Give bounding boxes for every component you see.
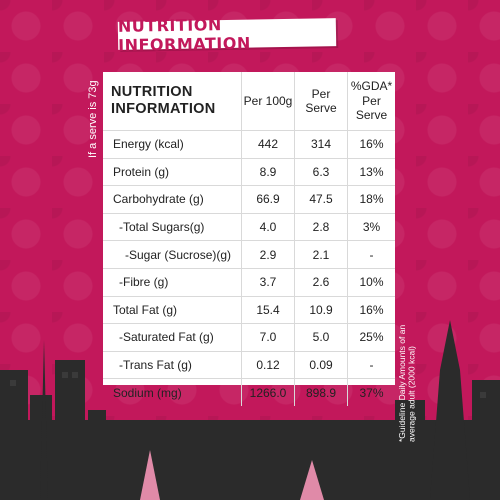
value-per-100g: 442 xyxy=(241,130,295,159)
table-row: Protein (g) 8.9 6.3 13% xyxy=(103,157,395,186)
table-row: Carbohydrate (g) 66.9 47.5 18% xyxy=(103,185,395,214)
value-gda: 16% xyxy=(347,295,395,324)
nutrient-name: Energy (kcal) xyxy=(103,130,242,159)
table-row: -Total Sugars(g) 4.0 2.8 3% xyxy=(103,212,395,241)
serve-size-note: If a serve is 73g xyxy=(87,80,99,158)
value-per-100g: 2.9 xyxy=(241,240,295,269)
header-nutrient: NUTRITION INFORMATION xyxy=(111,83,216,117)
header-per-100g: Per 100g xyxy=(241,72,295,131)
value-per-serve: 5.0 xyxy=(294,323,348,352)
value-per-100g: 0.12 xyxy=(241,350,295,379)
nutrient-name: -Total Sugars(g) xyxy=(103,212,242,241)
nutrient-name: -Fibre (g) xyxy=(103,267,242,297)
nutrient-name: Protein (g) xyxy=(103,157,242,186)
table-row: Energy (kcal) 442 314 16% xyxy=(103,130,395,159)
table-row: -Saturated Fat (g) 7.0 5.0 25% xyxy=(103,323,395,352)
value-per-serve: 314 xyxy=(294,130,348,159)
value-gda: 10% xyxy=(347,267,395,297)
value-per-100g: 4.0 xyxy=(241,212,295,241)
value-per-100g: 1266.0 xyxy=(241,378,295,406)
nutrient-name: Total Fat (g) xyxy=(103,295,242,324)
value-per-serve: 10.9 xyxy=(294,295,348,324)
nutrient-name: Carbohydrate (g) xyxy=(103,185,242,214)
value-per-100g: 8.9 xyxy=(241,157,295,186)
value-gda: 16% xyxy=(347,130,395,159)
nutrient-name: -Trans Fat (g) xyxy=(103,350,242,379)
title-banner: NUTRITION INFORMATION xyxy=(118,15,337,55)
value-per-100g: 3.7 xyxy=(241,267,295,297)
value-gda: 18% xyxy=(347,185,395,214)
table-row: Total Fat (g) 15.4 10.9 16% xyxy=(103,295,395,324)
value-per-serve: 0.09 xyxy=(294,350,348,379)
header-gda: %GDA* Per Serve xyxy=(347,72,395,131)
value-per-serve: 6.3 xyxy=(294,157,348,186)
table-row: -Fibre (g) 3.7 2.6 10% xyxy=(103,267,395,297)
value-gda: 25% xyxy=(347,323,395,352)
header-per-serve: Per Serve xyxy=(294,72,348,131)
gda-footnote: *Guideline Daily Amounts of an average a… xyxy=(397,324,417,442)
value-per-serve: 2.1 xyxy=(294,240,348,269)
value-per-100g: 66.9 xyxy=(241,185,295,214)
nutrient-name: -Sugar (Sucrose)(g) xyxy=(103,240,242,269)
table-row: -Sugar (Sucrose)(g) 2.9 2.1- xyxy=(103,240,395,269)
table-row: -Trans Fat (g) 0.12 0.09- xyxy=(103,350,395,379)
value-per-100g: 7.0 xyxy=(241,323,295,352)
value-per-serve: 47.5 xyxy=(294,185,348,214)
value-gda: - xyxy=(347,350,395,379)
value-per-serve: 898.9 xyxy=(294,378,348,406)
value-gda: - xyxy=(347,240,395,269)
value-per-serve: 2.6 xyxy=(294,267,348,297)
value-gda: 3% xyxy=(347,212,395,241)
page-title: NUTRITION INFORMATION xyxy=(117,15,251,55)
city-skyline-illustration xyxy=(0,320,500,500)
value-gda: 13% xyxy=(347,157,395,186)
value-per-serve: 2.8 xyxy=(294,212,348,241)
nutrition-panel: NUTRITION INFORMATION Per 100g Per Serve… xyxy=(103,72,395,406)
table-header-row: NUTRITION INFORMATION Per 100g Per Serve… xyxy=(103,72,395,131)
table-row: Sodium (mg) 1266.0 898.9 37% xyxy=(103,378,395,406)
value-gda: 37% xyxy=(347,378,395,406)
nutrition-table: NUTRITION INFORMATION Per 100g Per Serve… xyxy=(103,72,395,406)
nutrient-name: Sodium (mg) xyxy=(103,378,242,406)
nutrient-name: -Saturated Fat (g) xyxy=(103,323,242,352)
value-per-100g: 15.4 xyxy=(241,295,295,324)
